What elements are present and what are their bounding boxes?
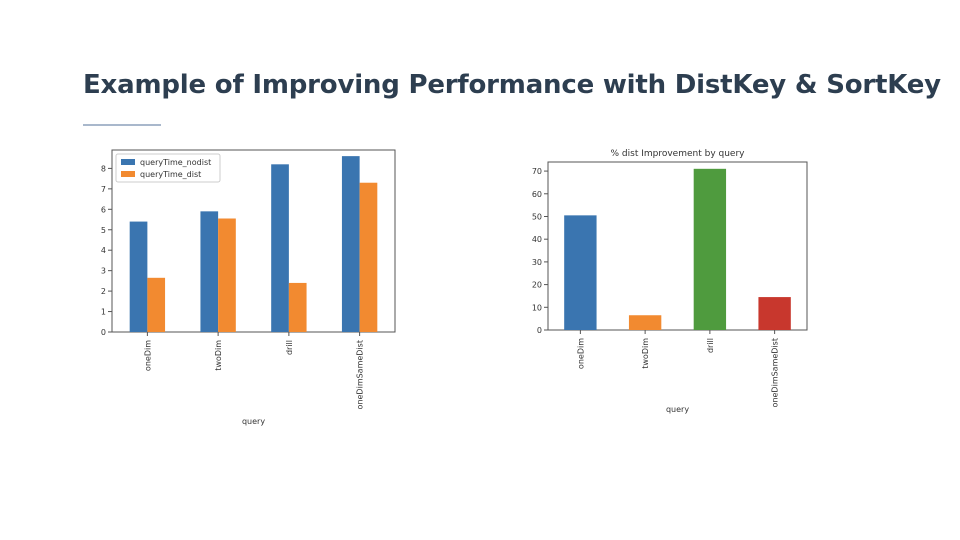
y-tick-label: 2 (101, 287, 106, 296)
legend-swatch-queryTime_nodist (121, 159, 135, 165)
bar-queryTime_nodist-oneDim (129, 221, 148, 332)
bar-queryTime_dist-oneDim (147, 277, 166, 332)
legend-label: queryTime_nodist (140, 158, 211, 167)
bar-twoDim (628, 315, 662, 330)
bar-oneDim (564, 215, 597, 330)
y-tick-label: 50 (532, 212, 542, 221)
x-tick-label: drill (706, 338, 715, 353)
y-tick-label: 40 (532, 235, 542, 244)
y-tick-label: 20 (532, 281, 542, 290)
bar-queryTime_dist-twoDim (218, 218, 236, 332)
y-tick-label: 8 (101, 164, 106, 173)
x-tick-label: oneDimSameDist (771, 338, 780, 407)
x-tick-label: twoDim (641, 338, 650, 369)
y-tick-label: 7 (101, 185, 106, 194)
bar-oneDimSameDist (758, 297, 791, 330)
x-axis-label: query (242, 417, 265, 426)
y-tick-label: 10 (532, 303, 542, 312)
legend-label: queryTime_dist (140, 170, 201, 179)
title-underline (83, 124, 161, 126)
bar-queryTime_nodist-twoDim (200, 211, 219, 332)
y-tick-label: 30 (532, 258, 542, 267)
plot-frame (547, 161, 808, 331)
y-tick-label: 0 (101, 328, 106, 337)
bar-queryTime_nodist-oneDimSameDist (341, 156, 360, 332)
y-tick-label: 6 (101, 205, 106, 214)
x-tick-label: oneDim (576, 338, 585, 369)
x-tick-label: twoDim (214, 340, 223, 371)
bar-drill (693, 168, 727, 330)
bar-queryTime_dist-drill (288, 282, 307, 332)
y-tick-label: 5 (101, 226, 106, 235)
x-tick-label: drill (285, 340, 294, 355)
x-tick-label: oneDim (143, 340, 152, 371)
y-tick-label: 60 (532, 190, 542, 199)
y-tick-label: 1 (101, 308, 106, 317)
y-tick-label: 70 (532, 167, 542, 176)
y-tick-label: 4 (101, 246, 106, 255)
y-tick-label: 0 (537, 326, 542, 335)
x-axis-label: query (666, 405, 689, 414)
plot-frame (111, 149, 396, 333)
legend-swatch-queryTime_dist (121, 171, 135, 177)
y-tick-label: 3 (101, 267, 106, 276)
x-tick-label: oneDimSameDist (356, 340, 365, 409)
legend-box (115, 153, 221, 183)
bar-queryTime_nodist-drill (271, 164, 289, 332)
slide-title: Example of Improving Performance with Di… (83, 70, 941, 100)
bar-queryTime_dist-oneDimSameDist (359, 182, 378, 332)
chart-title: % dist Improvement by query (611, 149, 746, 159)
